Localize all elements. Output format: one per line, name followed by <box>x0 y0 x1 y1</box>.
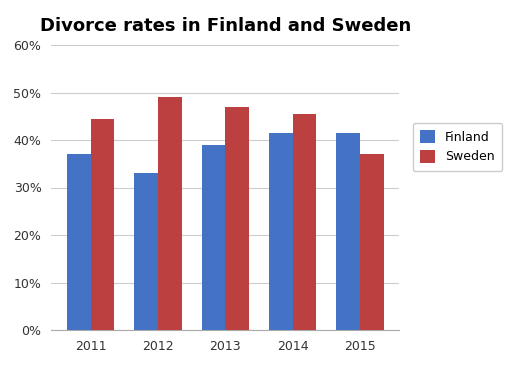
Bar <box>336 133 360 330</box>
Bar <box>91 118 114 330</box>
Legend: Finland, Sweden: Finland, Sweden <box>413 123 502 171</box>
Bar <box>202 145 225 330</box>
Title: Divorce rates in Finland and Sweden: Divorce rates in Finland and Sweden <box>39 17 411 35</box>
Bar <box>293 114 316 330</box>
Bar <box>360 154 383 330</box>
Bar <box>67 154 91 330</box>
Bar <box>158 97 182 330</box>
Bar <box>269 133 293 330</box>
Bar <box>134 173 158 330</box>
Bar <box>225 107 249 330</box>
